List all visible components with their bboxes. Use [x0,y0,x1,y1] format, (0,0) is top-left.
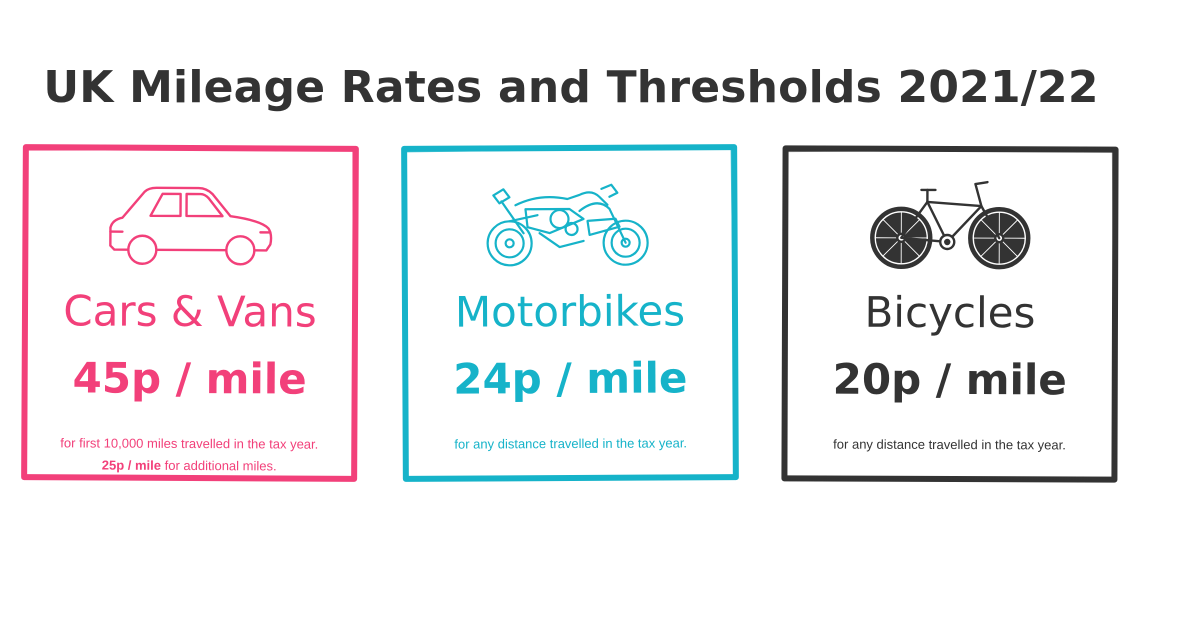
card-rate: 45p / mile [72,353,307,404]
page-title: UK Mileage Rates and Thresholds 2021/22 [43,62,1099,113]
card-rate: 24p / mile [453,353,688,404]
car-icon [28,174,353,276]
card-cars-vans: Cars & Vans 45p / mile for first 10,000 … [21,144,359,482]
card-rate: 20p / mile [832,354,1067,405]
card-bicycles: Bicycles 20p / mile for any distance tra… [781,145,1119,483]
motorbike-icon [407,174,732,276]
card-title: Motorbikes [454,286,686,337]
card-note: for any distance travelled in the tax ye… [788,433,1112,456]
card-note-line: for any distance travelled in the tax ye… [833,436,1066,453]
card-note-bold: 25p / mile [101,457,162,473]
bicycle-icon [788,175,1112,276]
card-note-line: 25p / mile for additional miles. [27,454,351,478]
card-note: for first 10,000 miles travelled in the … [27,432,351,478]
card-title: Cars & Vans [63,286,317,337]
card-note-line: for first 10,000 miles travelled in the … [60,435,319,452]
card-note-line: for any distance travelled in the tax ye… [454,435,688,452]
card-note-rest: for additional miles. [160,457,277,474]
card-note: for any distance travelled in the tax ye… [409,432,733,456]
card-motorbikes: Motorbikes 24p / mile for any distance t… [401,144,739,482]
card-title: Bicycles [864,287,1036,338]
